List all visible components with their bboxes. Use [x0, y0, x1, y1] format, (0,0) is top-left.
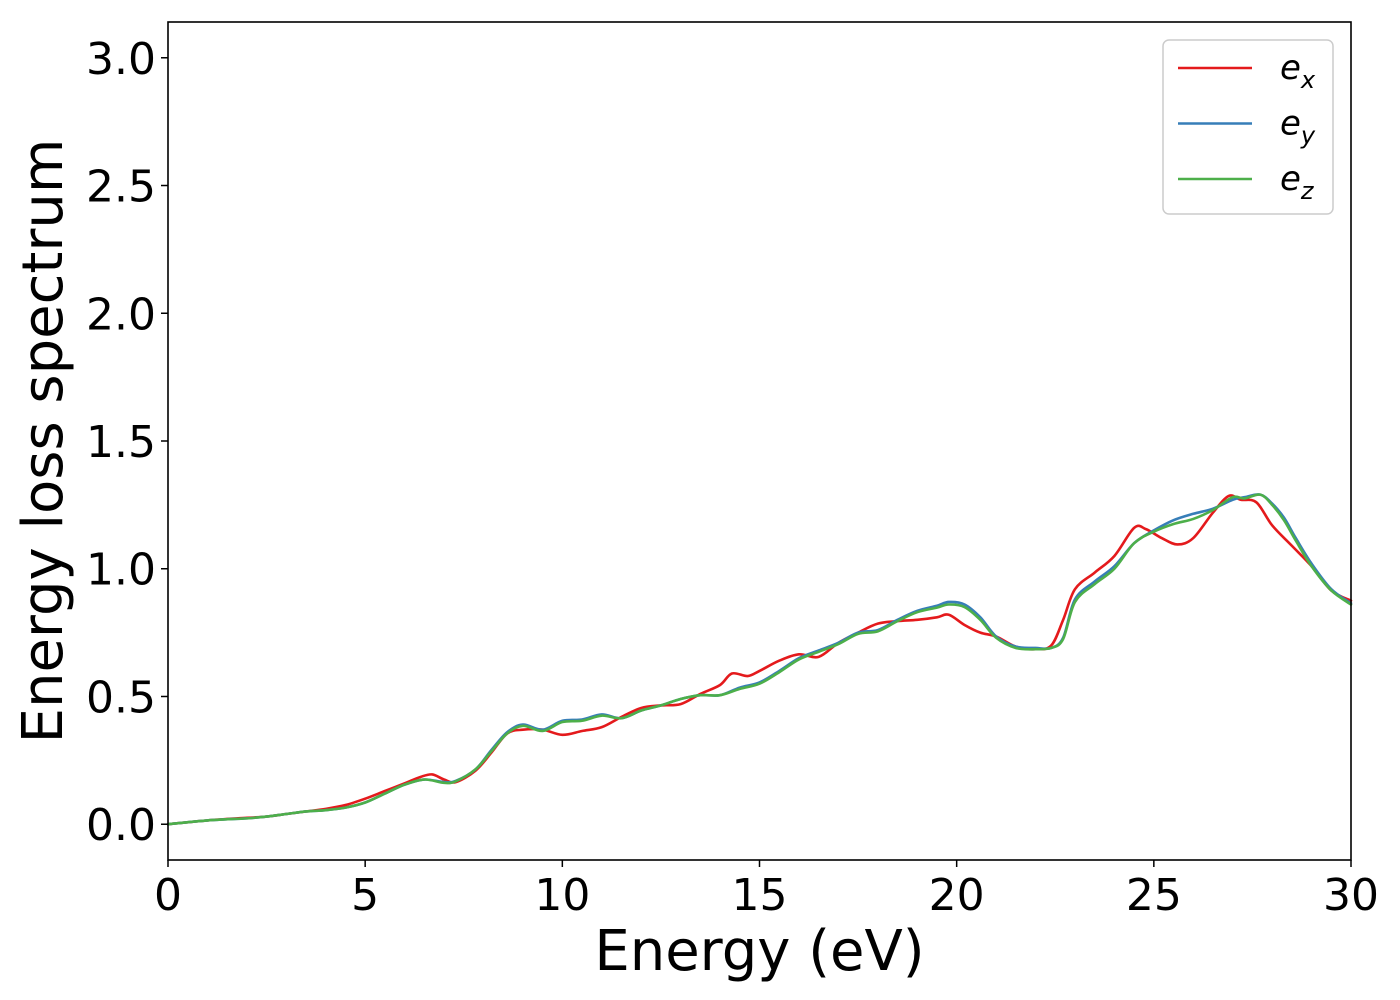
series-line-ex [166, 494, 1353, 826]
x-axis-ticks: 0 5 10 15 20 25 30 [154, 860, 1379, 921]
series-layer [166, 493, 1353, 826]
x-tick-label: 0 [154, 870, 182, 921]
y-tick-label: 0.5 [86, 672, 156, 723]
x-tick-label: 20 [929, 870, 985, 921]
x-tick-label: 5 [351, 870, 379, 921]
x-tick-label: 10 [534, 870, 590, 921]
y-axis-label: Energy loss spectrum [11, 139, 76, 744]
legend-box [1162, 39, 1334, 215]
y-tick-label: 2.5 [86, 162, 156, 213]
y-axis-ticks: 0.0 0.5 1.0 1.5 2.0 2.5 3.0 [86, 34, 168, 851]
x-tick-label: 30 [1323, 870, 1379, 921]
y-tick-label: 2.0 [86, 289, 156, 340]
x-tick-label: 15 [732, 870, 788, 921]
series-line-ez [166, 493, 1353, 826]
y-tick-label: 3.0 [86, 34, 156, 85]
x-axis-label: Energy (eV) [594, 919, 924, 984]
y-tick-label: 1.5 [86, 417, 156, 468]
x-tick-label: 25 [1126, 870, 1182, 921]
y-tick-label: 0.0 [86, 800, 156, 851]
y-tick-label: 1.0 [86, 545, 156, 596]
